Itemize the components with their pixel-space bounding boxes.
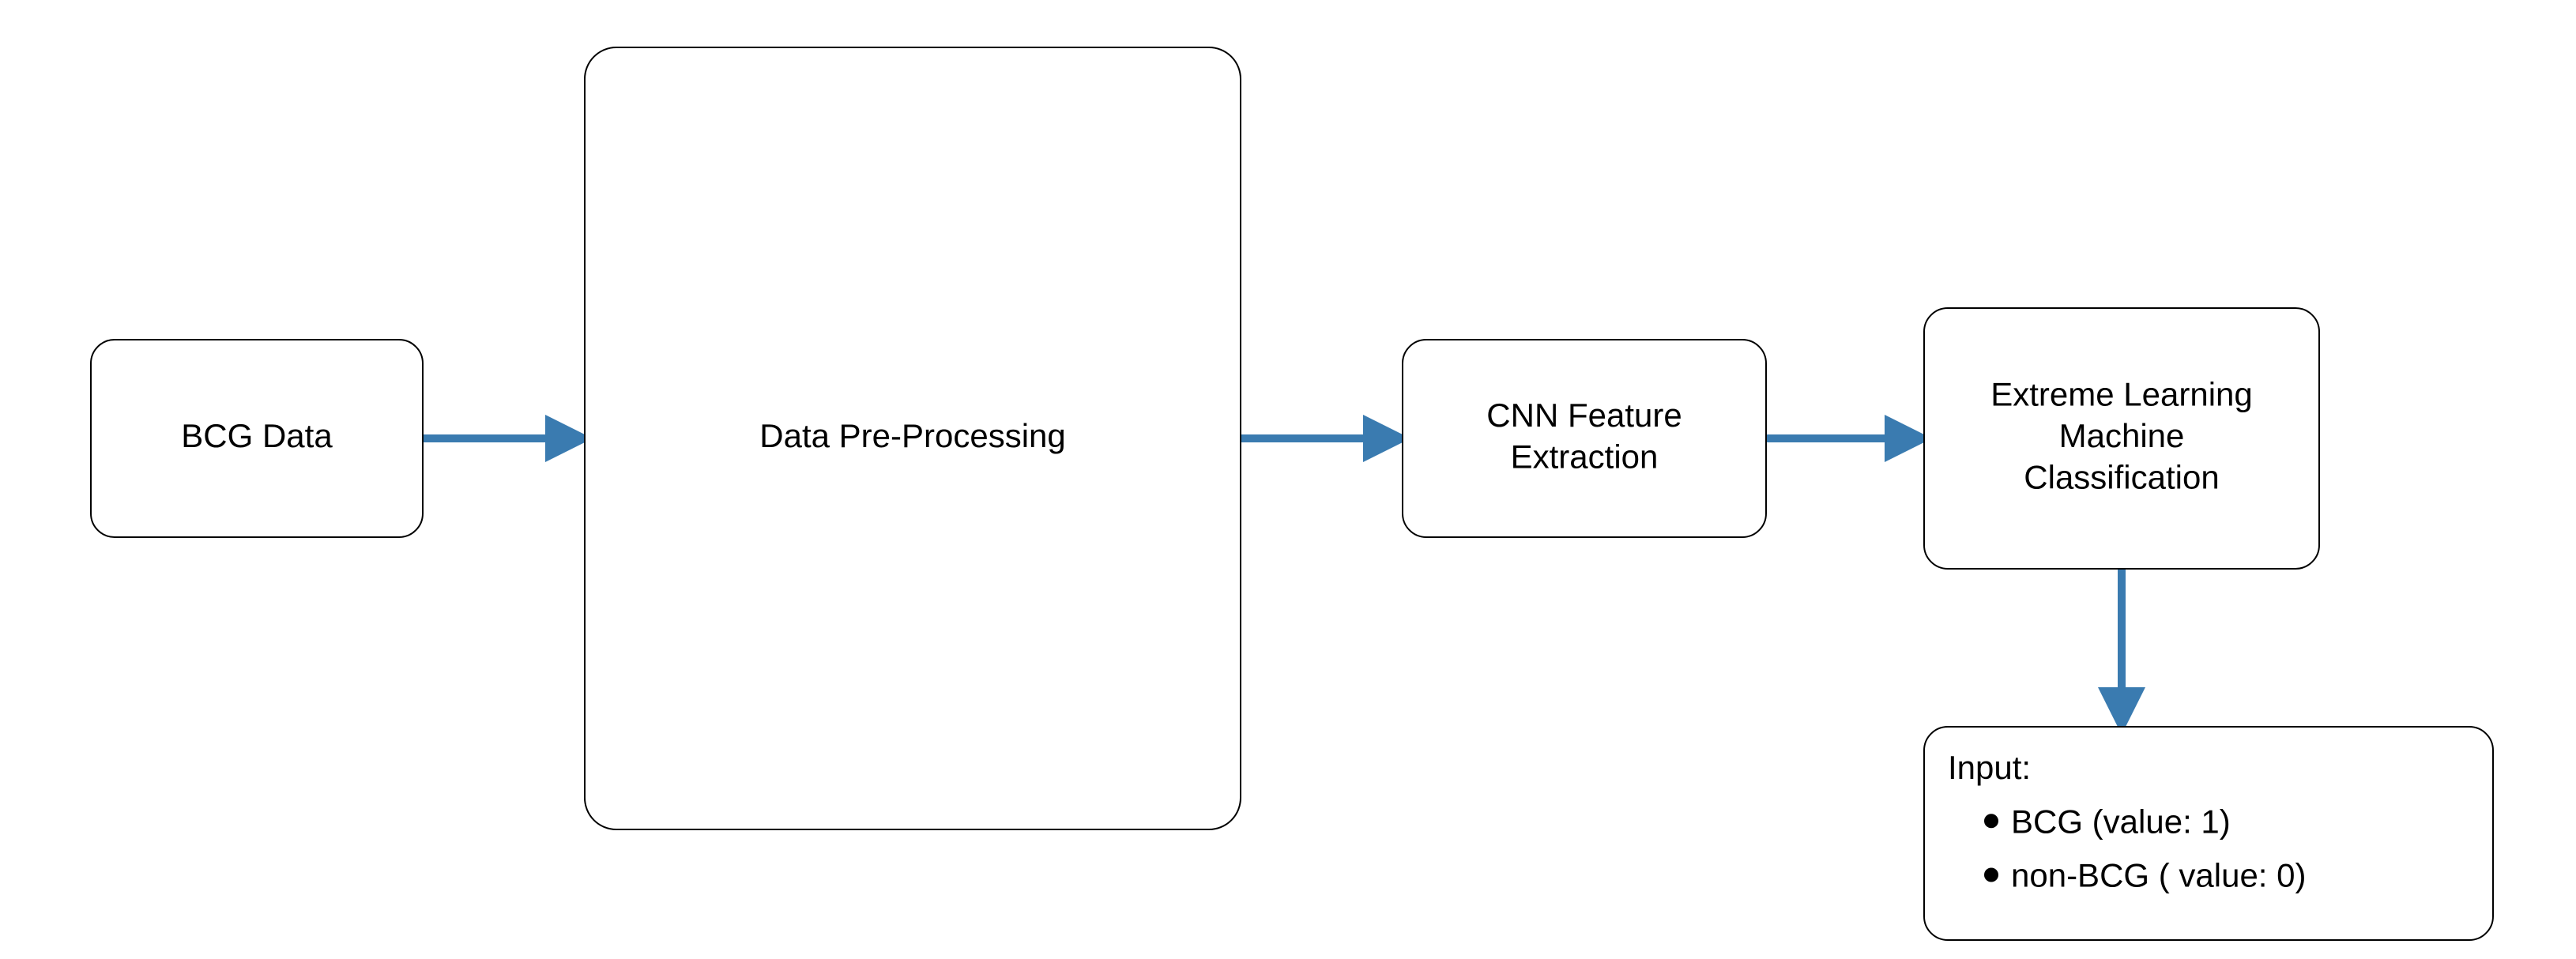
node-bcg-data-label: BCG Data xyxy=(181,417,333,454)
bullet-icon xyxy=(1984,814,1998,828)
node-elm-label: Machine xyxy=(2059,417,2185,454)
node-cnn-label: Extraction xyxy=(1511,438,1659,475)
node-elm-label: Classification xyxy=(2024,459,2219,496)
node-output-heading: Input: xyxy=(1948,749,2031,786)
node-bcg-data: BCG Data xyxy=(91,340,423,537)
node-cnn-label: CNN Feature xyxy=(1486,397,1682,434)
bullet-icon xyxy=(1984,868,1998,882)
node-preproc-label: Data Pre-Processing xyxy=(759,417,1066,454)
node-preproc: Data Pre-Processing xyxy=(585,47,1241,829)
node-cnn: CNN Feature Extraction xyxy=(1403,340,1766,537)
node-output-bullet: non-BCG ( value: 0) xyxy=(2011,857,2307,894)
node-output-bullet: BCG (value: 1) xyxy=(2011,803,2231,840)
node-elm: Extreme Learning Machine Classification xyxy=(1924,308,2319,569)
node-output: Input: BCG (value: 1) non-BCG ( value: 0) xyxy=(1924,727,2493,940)
node-elm-label: Extreme Learning xyxy=(1990,376,2253,413)
